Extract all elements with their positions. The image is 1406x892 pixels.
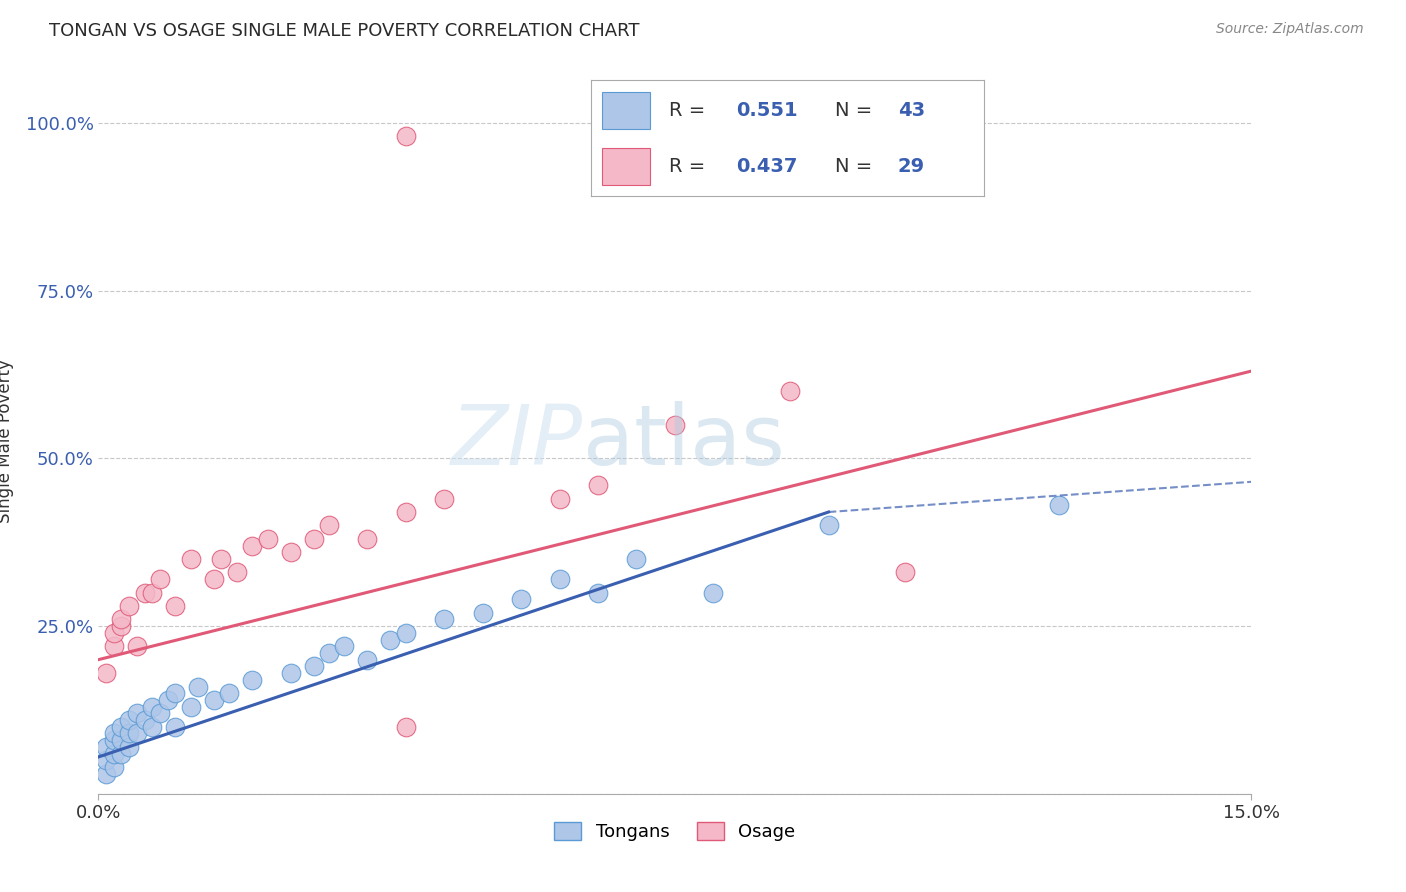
Point — [165, 599, 187, 613]
Point — [225, 566, 247, 580]
Text: Source: ZipAtlas.com: Source: ZipAtlas.com — [1216, 22, 1364, 37]
Point — [209, 552, 232, 566]
Point — [134, 585, 156, 599]
Text: N =: N = — [835, 157, 872, 176]
Point — [118, 726, 141, 740]
Point — [118, 739, 141, 754]
Point — [141, 585, 163, 599]
Point — [110, 733, 132, 747]
Point — [134, 713, 156, 727]
Point — [318, 646, 340, 660]
Text: 0.551: 0.551 — [737, 101, 797, 120]
Point — [94, 666, 117, 681]
Point — [103, 639, 125, 653]
Point — [586, 478, 609, 492]
Point — [110, 747, 132, 761]
Point — [180, 699, 202, 714]
Point — [218, 686, 240, 700]
Point — [125, 706, 148, 721]
Point — [395, 505, 418, 519]
Point — [510, 592, 533, 607]
Text: 29: 29 — [897, 157, 925, 176]
Point — [356, 653, 378, 667]
Point — [380, 632, 402, 647]
Point — [156, 693, 179, 707]
Point — [103, 760, 125, 774]
Point — [180, 552, 202, 566]
Text: 43: 43 — [897, 101, 925, 120]
Point — [125, 726, 148, 740]
Point — [395, 720, 418, 734]
Point — [333, 639, 356, 653]
Point — [165, 686, 187, 700]
Point — [240, 673, 263, 687]
Bar — [602, 92, 650, 129]
Point — [586, 585, 609, 599]
Text: N =: N = — [835, 101, 872, 120]
Point — [395, 625, 418, 640]
Point — [110, 619, 132, 633]
Point — [110, 612, 132, 626]
Bar — [602, 147, 650, 185]
Point — [395, 129, 418, 144]
Point — [548, 572, 571, 586]
Point — [202, 693, 225, 707]
Point — [202, 572, 225, 586]
Text: R =: R = — [669, 101, 706, 120]
Point — [125, 639, 148, 653]
Point — [110, 720, 132, 734]
Point — [356, 532, 378, 546]
Point — [94, 766, 117, 780]
Point — [1047, 498, 1070, 512]
Text: atlas: atlas — [582, 401, 785, 482]
Point — [165, 720, 187, 734]
Point — [103, 733, 125, 747]
Point — [94, 739, 117, 754]
Y-axis label: Single Male Poverty: Single Male Poverty — [0, 359, 14, 524]
Point — [280, 666, 302, 681]
Point — [149, 572, 172, 586]
Text: 0.437: 0.437 — [737, 157, 797, 176]
Point — [280, 545, 302, 559]
Point — [779, 384, 801, 399]
Point — [187, 680, 209, 694]
Point — [94, 753, 117, 767]
Text: R =: R = — [669, 157, 706, 176]
Point — [664, 417, 686, 432]
Point — [548, 491, 571, 506]
Point — [118, 713, 141, 727]
Point — [702, 585, 724, 599]
Text: ZIP: ZIP — [451, 401, 582, 482]
Point — [318, 518, 340, 533]
Legend: Tongans, Osage: Tongans, Osage — [547, 814, 803, 848]
Point — [471, 606, 494, 620]
Point — [103, 726, 125, 740]
Point — [302, 659, 325, 673]
Point — [433, 491, 456, 506]
Point — [118, 599, 141, 613]
Point — [817, 518, 839, 533]
Point — [149, 706, 172, 721]
Point — [103, 625, 125, 640]
Point — [103, 747, 125, 761]
Text: TONGAN VS OSAGE SINGLE MALE POVERTY CORRELATION CHART: TONGAN VS OSAGE SINGLE MALE POVERTY CORR… — [49, 22, 640, 40]
Point — [894, 566, 917, 580]
Point — [240, 539, 263, 553]
Point — [141, 720, 163, 734]
Point — [433, 612, 456, 626]
Point — [626, 552, 648, 566]
Point — [141, 699, 163, 714]
Point — [256, 532, 278, 546]
Point — [302, 532, 325, 546]
